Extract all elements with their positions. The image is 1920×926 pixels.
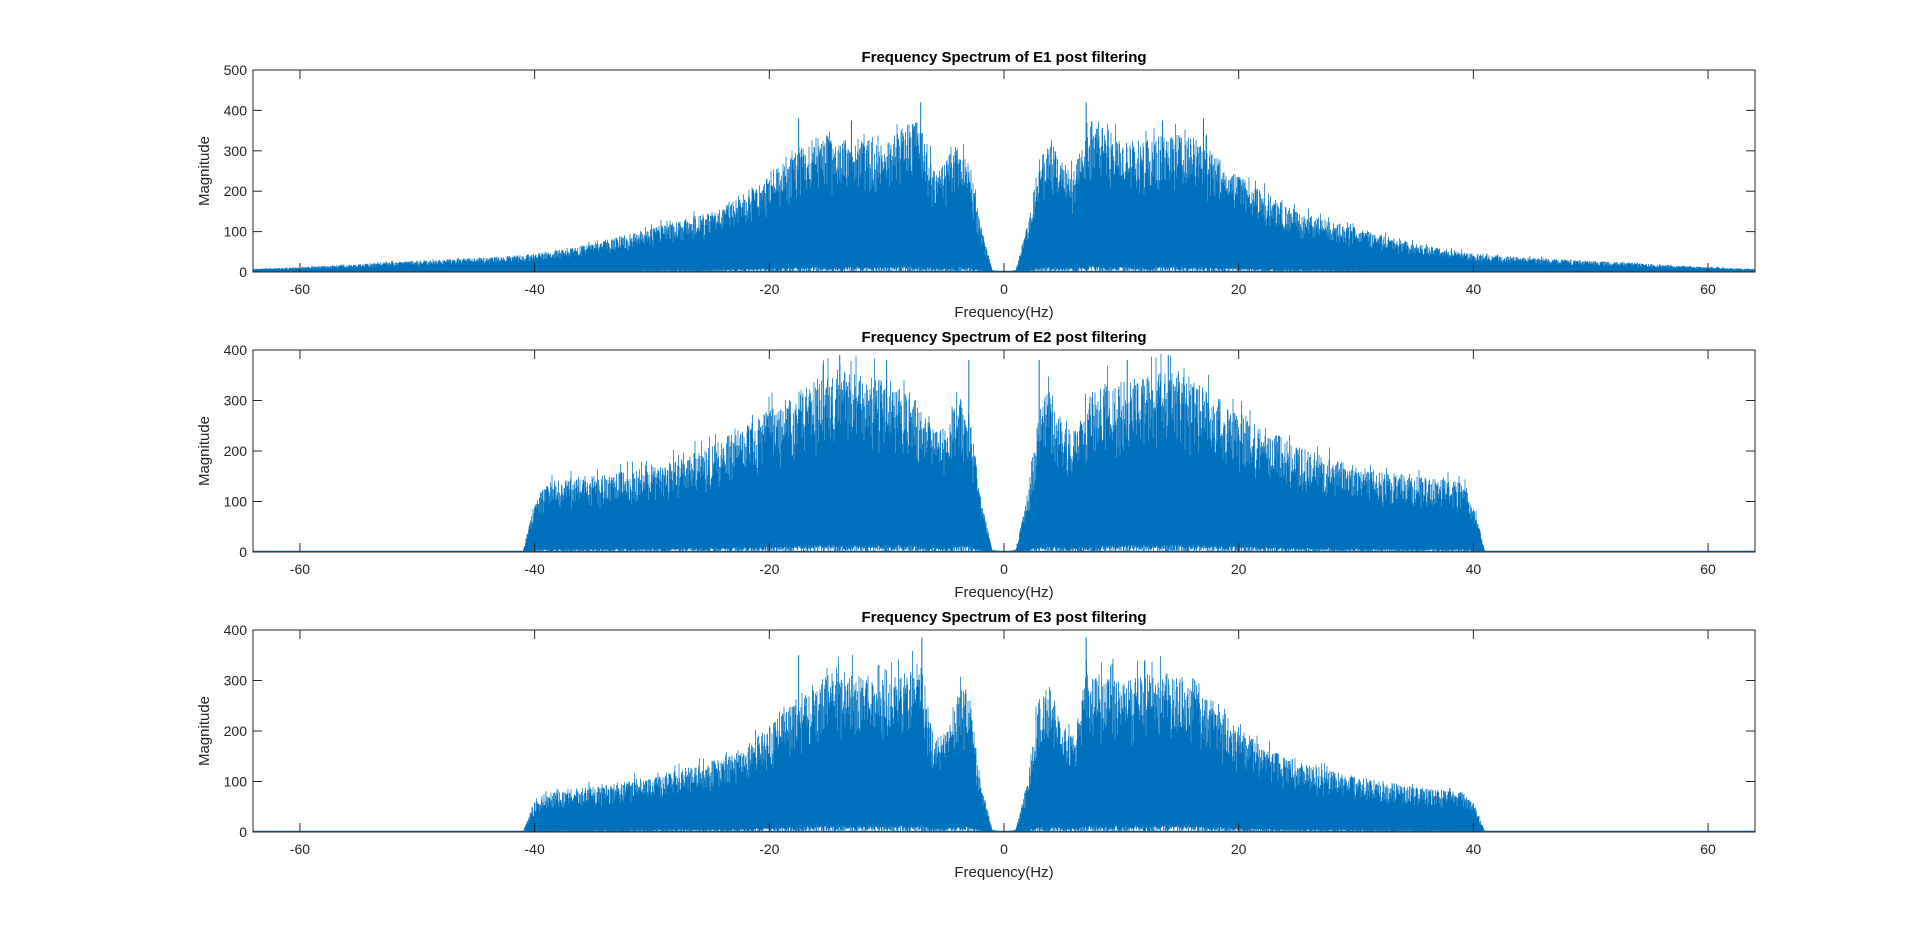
y-tick-label: 200 [224,443,248,459]
plot-area [253,350,1755,552]
x-axis-label: Frequency(Hz) [954,584,1053,601]
x-axis-label: Frequency(Hz) [954,864,1053,881]
y-tick-label: 400 [224,342,248,358]
y-axis-label: Magnitude [196,696,213,766]
y-tick-label: 100 [224,774,248,790]
y-tick-label: 300 [224,393,248,409]
x-tick-label: 20 [1231,281,1247,297]
x-tick-label: 40 [1466,561,1482,577]
plot-area [253,630,1755,832]
y-tick-label: 0 [239,264,247,280]
x-tick-label: 60 [1700,561,1716,577]
x-tick-label: -60 [290,841,310,857]
x-tick-label: 40 [1466,841,1482,857]
x-tick-label: 60 [1700,281,1716,297]
y-axis-label: Magnitude [196,416,213,486]
x-tick-label: 20 [1231,561,1247,577]
y-tick-label: 400 [224,622,248,638]
x-tick-label: -20 [759,841,779,857]
y-tick-label: 0 [239,824,247,840]
x-tick-label: 20 [1231,841,1247,857]
x-tick-label: -40 [525,281,545,297]
chart-title: Frequency Spectrum of E3 post filtering [861,609,1146,626]
y-tick-label: 100 [224,224,248,240]
subplot-1: -60 -40 -20 0 20 40 60 0 100 200 300 400 500 Frequenc… [196,49,1756,321]
y-axis-label: Magnitude [196,136,213,206]
y-tick-label: 0 [239,544,247,560]
x-tick-label: -20 [759,561,779,577]
chart-title: Frequency Spectrum of E2 post filtering [861,329,1146,346]
x-tick-label: -60 [290,561,310,577]
x-tick-label: 0 [1000,561,1008,577]
y-tick-label: 100 [224,494,248,510]
x-tick-label: -60 [290,281,310,297]
chart-title: Frequency Spectrum of E1 post filtering [861,49,1146,66]
subplot-3: -60 -40 -20 0 20 40 60 0 100 200 300 400 Frequency S… [196,609,1756,881]
x-axis-label: Frequency(Hz) [954,304,1053,321]
y-tick-label: 300 [224,673,248,689]
y-tick-label: 300 [224,143,248,159]
x-tick-label: 60 [1700,841,1716,857]
subplot-2: -60 -40 -20 0 20 40 60 0 100 200 300 400 Frequency S… [196,329,1756,601]
x-tick-label: 40 [1466,281,1482,297]
y-tick-label: 200 [224,723,248,739]
plot-area [253,70,1755,272]
x-tick-label: -40 [525,841,545,857]
y-tick-label: 400 [224,102,248,118]
x-tick-label: -40 [525,561,545,577]
x-tick-label: 0 [1000,281,1008,297]
x-tick-label: 0 [1000,841,1008,857]
y-tick-label: 500 [224,62,248,78]
x-tick-label: -20 [759,281,779,297]
y-tick-label: 200 [224,183,248,199]
